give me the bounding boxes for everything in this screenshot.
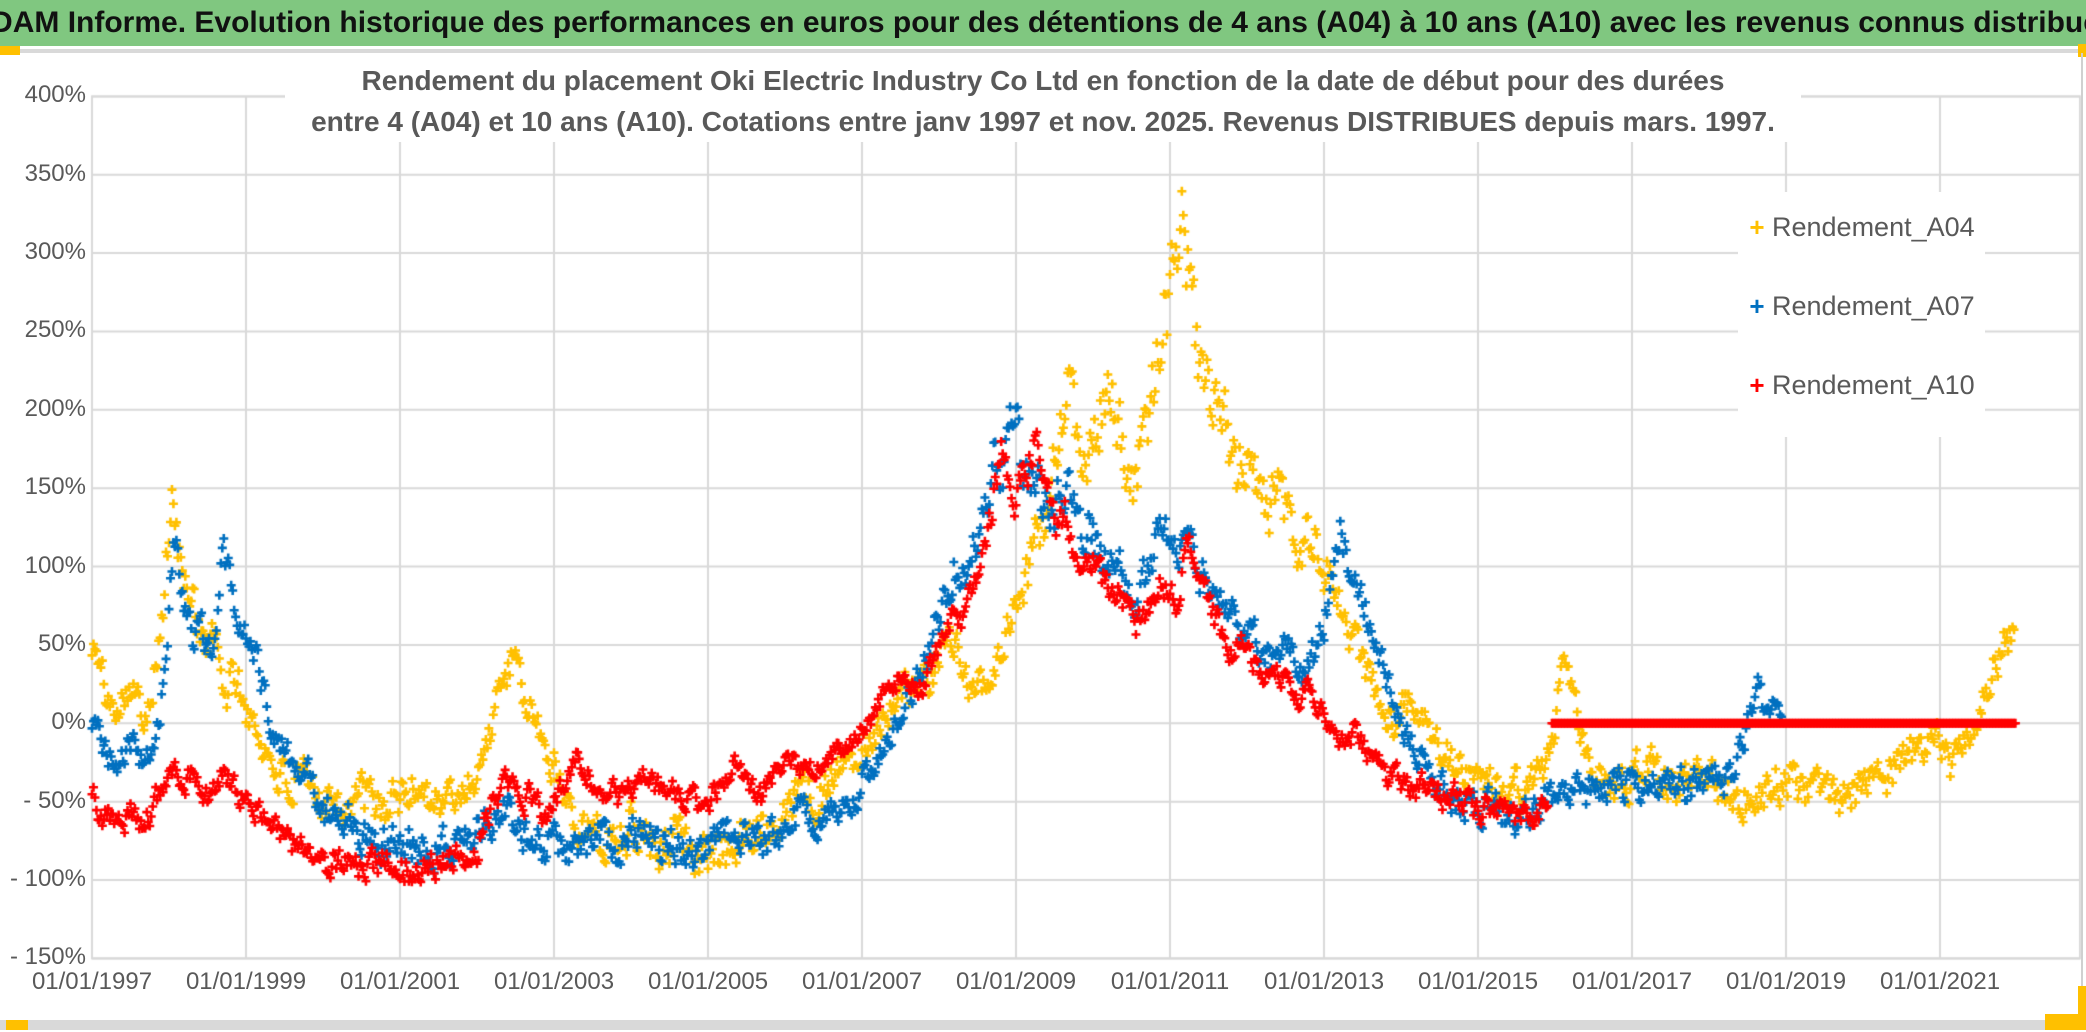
gold-accent-bottom-left — [6, 1020, 28, 1030]
header-bar: ADAM Informe. Evolution historique des p… — [0, 0, 2086, 46]
chart-right-border — [2081, 53, 2083, 988]
chart-title-line-1: Rendement du placement Oki Electric Indu… — [361, 65, 1725, 96]
legend-label: Rendement_A04 — [1772, 211, 1975, 242]
chart-title-line-2: entre 4 (A04) et 10 ans (A10). Cotations… — [311, 106, 1775, 137]
page-title: ADAM Informe. Evolution historique des p… — [0, 6, 2086, 39]
x-tick-label: 01/01/2007 — [801, 968, 923, 995]
y-tick-label: - 100% — [9, 865, 86, 893]
y-tick-label: 100% — [24, 551, 86, 579]
x-tick-label: 01/01/2021 — [1879, 968, 2001, 995]
x-tick-label: 01/01/2015 — [1417, 968, 1539, 995]
legend-item-a07: + Rendement_A07 — [1742, 275, 1975, 337]
x-tick-label: 01/01/2003 — [493, 968, 615, 995]
gold-accent-bottom-right — [2045, 1014, 2086, 1030]
y-tick-label: 0% — [51, 708, 86, 736]
legend-item-a10: + Rendement_A10 — [1742, 354, 1975, 416]
plus-marker-icon: + — [1749, 212, 1765, 242]
x-tick-label: 01/01/2001 — [339, 968, 461, 995]
x-tick-label: 01/01/2019 — [1725, 968, 1847, 995]
chart-title: Rendement du placement Oki Electric Indu… — [285, 60, 1801, 142]
y-tick-label: 300% — [24, 238, 86, 266]
x-tick-label: 01/01/2017 — [1571, 968, 1693, 995]
gold-accent-top-left — [0, 46, 20, 55]
legend: + Rendement_A04 + Rendement_A07 + Rendem… — [1738, 192, 1985, 437]
divider-line-top — [20, 49, 2078, 53]
y-tick-label: 50% — [37, 629, 86, 657]
x-tick-label: 01/01/1997 — [31, 968, 153, 995]
y-tick-label: - 150% — [9, 943, 86, 971]
x-tick-label: 01/01/2011 — [1110, 968, 1230, 995]
x-tick-label: 01/01/2013 — [1263, 968, 1385, 995]
x-tick-label: 01/01/1999 — [185, 968, 307, 995]
gold-accent-right-edge — [2078, 986, 2086, 1030]
bottom-strip — [0, 1020, 2086, 1030]
y-tick-label: 350% — [24, 159, 86, 187]
legend-label: Rendement_A07 — [1772, 290, 1975, 321]
y-tick-label: - 50% — [23, 786, 86, 814]
y-tick-label: 200% — [24, 394, 86, 422]
legend-item-a04: + Rendement_A04 — [1742, 196, 1975, 258]
x-tick-label: 01/01/2009 — [955, 968, 1077, 995]
gold-accent-top-right — [2078, 44, 2086, 57]
y-tick-label: 250% — [24, 316, 86, 344]
y-tick-label: 150% — [24, 473, 86, 501]
plus-marker-icon: + — [1749, 370, 1765, 400]
legend-label: Rendement_A10 — [1772, 369, 1975, 400]
plus-marker-icon: + — [1749, 291, 1765, 321]
x-tick-label: 01/01/2005 — [647, 968, 769, 995]
y-tick-label: 400% — [24, 81, 86, 109]
